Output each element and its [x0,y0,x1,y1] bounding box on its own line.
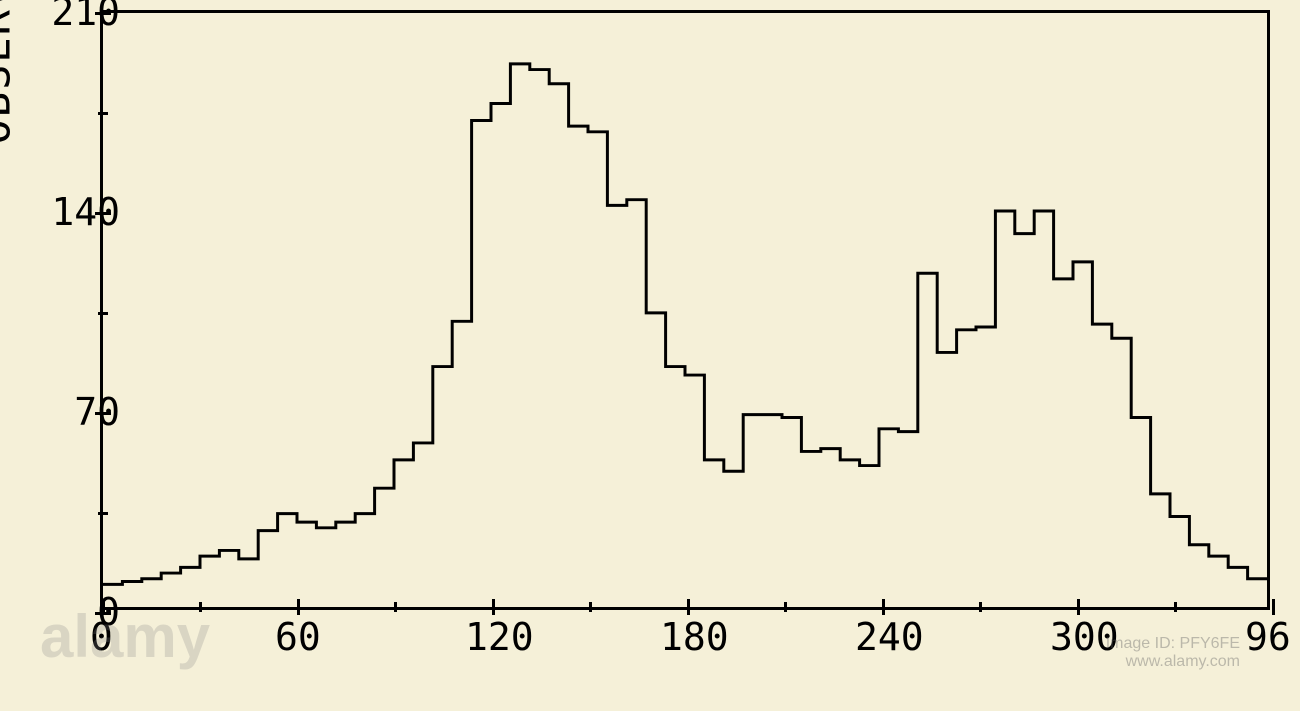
x-tick-mark [1077,599,1080,615]
x-tick-mark [687,599,690,615]
watermark-logo: alamy [40,602,210,671]
x-tick-mark [589,602,592,612]
y-tick-mark [98,112,108,115]
x-tick-mark [492,599,495,615]
watermark-id-line2: www.alamy.com [1106,653,1240,671]
x-tick-240: 240 [855,615,924,659]
x-tick-360: 96 [1245,615,1291,659]
x-tick-mark [297,599,300,615]
x-tick-mark [1272,599,1275,615]
x-tick-mark [882,599,885,615]
x-tick-mark [979,602,982,612]
x-tick-60: 60 [275,615,321,659]
y-tick-mark [95,212,111,215]
x-tick-mark [394,602,397,612]
y-tick-mark [98,312,108,315]
y-axis-label: OBSERVATIONS [0,0,20,145]
chart-container [100,10,1270,610]
x-tick-mark [1174,602,1177,612]
watermark-id-line1: Image ID: PFY6FE [1106,635,1240,653]
y-tick-mark [95,12,111,15]
y-tick-mark [98,512,108,515]
histogram-step-line [103,13,1267,607]
x-tick-mark [784,602,787,612]
plot-area [100,10,1270,610]
watermark-id: Image ID: PFY6FE www.alamy.com [1106,635,1240,671]
y-tick-mark [95,412,111,415]
x-tick-180: 180 [660,615,729,659]
x-tick-120: 120 [465,615,534,659]
